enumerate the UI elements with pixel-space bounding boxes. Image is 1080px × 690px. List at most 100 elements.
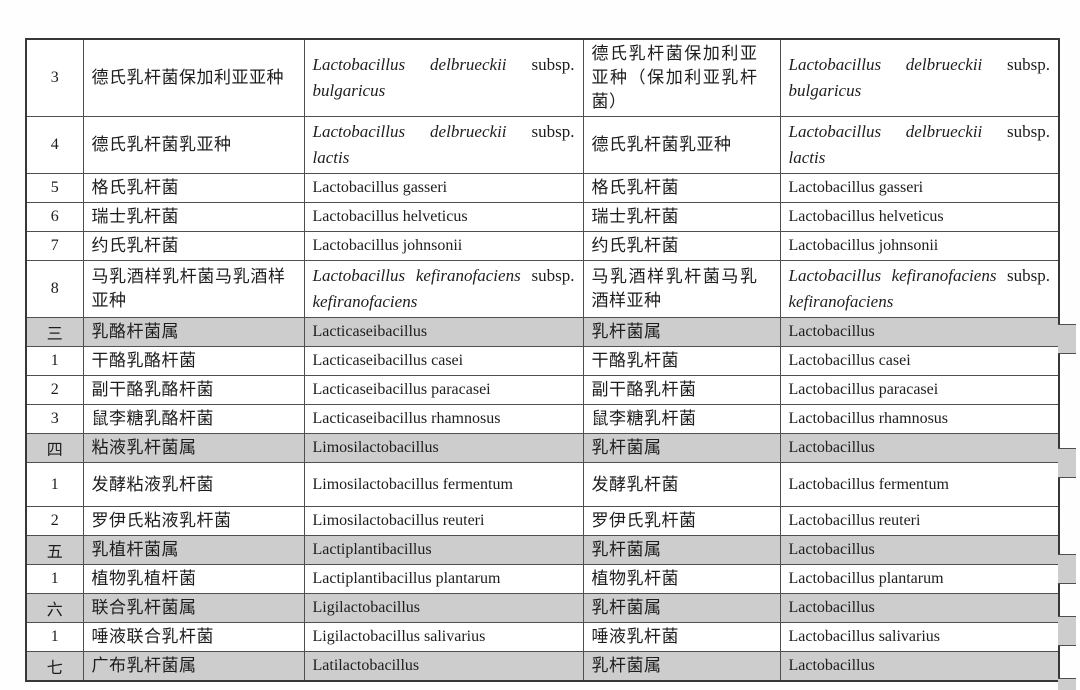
index-cell: 七: [25, 651, 84, 682]
section-row-shading-bleed: [1058, 554, 1076, 584]
name-cn-cell: 植物乳植杆菌: [82, 564, 305, 594]
scientific-name-text: Lactobacillus kefiranofaciens subsp. kefira…: [312, 266, 575, 311]
old-name-cn-cell: 乳杆菌属: [582, 317, 781, 347]
old-name-latin-cell: Lactobacillus: [779, 433, 1060, 463]
chinese-name-text: 乳杆菌属: [591, 438, 662, 457]
name-cn-cell: 格氏乳杆菌: [82, 173, 305, 203]
old-name-latin-cell: Lactobacillus delbrueckii subsp. lactis: [779, 116, 1060, 174]
old-name-cn-cell: 约氏乳杆菌: [582, 231, 781, 261]
lactobacillus-species-table: 3 德氏乳杆菌保加利亚亚种 Lactobacillus delbrueckii subs…: [25, 38, 1076, 690]
chinese-name-text: 德氏乳杆菌乳亚种: [91, 135, 232, 154]
chinese-name-text: 粘液乳杆菌属: [91, 438, 197, 457]
chinese-name-text: 联合乳杆菌属: [91, 598, 197, 617]
old-name-cn-cell: 鼠李糖乳杆菌: [582, 404, 781, 434]
name-cn-cell: 联合乳杆菌属: [82, 593, 305, 623]
old-name-cn-cell: 乳杆菌属: [582, 651, 781, 682]
old-name-cn-cell: 副干酪乳杆菌: [582, 375, 781, 405]
species-row: 8 马乳酒样乳杆菌马乳酒样亚种 Lactobacillus kefiranofacie…: [25, 260, 1060, 318]
chinese-name-text: 广布乳杆菌属: [91, 656, 197, 675]
old-name-latin-cell: Lactobacillus: [779, 651, 1060, 682]
index-cell: 4: [25, 116, 84, 174]
species-row: 1 植物乳植杆菌 Lactiplantibacillus plantarum 植物乳杆…: [25, 564, 1060, 594]
index-cell: 8: [25, 260, 84, 318]
chinese-name-text: 约氏乳杆菌: [91, 236, 179, 255]
chinese-name-text: 乳杆菌属: [591, 322, 662, 341]
scientific-name-text: Lactobacillus kefiranofaciens subsp. kefira…: [788, 266, 1050, 311]
index-cell: 五: [25, 535, 84, 565]
old-name-latin-cell: Lactobacillus salivarius: [779, 622, 1060, 652]
old-name-latin-cell: Lactobacillus: [779, 593, 1060, 623]
chinese-name-text: 格氏乳杆菌: [591, 178, 679, 197]
name-cn-cell: 乳植杆菌属: [82, 535, 305, 565]
name-latin-cell: Lactiplantibacillus: [303, 535, 584, 565]
name-cn-cell: 德氏乳杆菌乳亚种: [82, 116, 305, 174]
name-latin-cell: Lactobacillus kefiranofaciens subsp. kefira…: [303, 260, 584, 318]
species-row: 3 鼠李糖乳酪杆菌 Lacticaseibacillus rhamnosus 鼠李糖乳…: [25, 404, 1060, 434]
index-cell: 3: [25, 404, 84, 434]
old-name-cn-cell: 马乳酒样乳杆菌马乳酒样亚种: [582, 260, 781, 318]
old-name-latin-cell: Lactobacillus kefiranofaciens subsp. kefira…: [779, 260, 1060, 318]
name-cn-cell: 乳酪杆菌属: [82, 317, 305, 347]
old-name-latin-cell: Lactobacillus paracasei: [779, 375, 1060, 405]
genus-section-row: 六联合乳杆菌属 Ligilactobacillus 乳杆菌属 Lactobacillu…: [25, 593, 1060, 623]
chinese-name-text: 乳杆菌属: [591, 656, 662, 675]
chinese-name-text: 德氏乳杆菌乳亚种: [591, 135, 732, 154]
name-cn-cell: 约氏乳杆菌: [82, 231, 305, 261]
scientific-name-text: Lactobacillus delbrueckii subsp. lactis: [312, 122, 575, 167]
old-name-latin-cell: Lactobacillus rhamnosus: [779, 404, 1060, 434]
chinese-name-text: 副干酪乳杆菌: [591, 380, 697, 399]
chinese-name-text: 乳杆菌属: [591, 540, 662, 559]
index-cell: 2: [25, 506, 84, 536]
chinese-name-text: 唾液乳杆菌: [591, 627, 679, 646]
old-name-cn-cell: 乳杆菌属: [582, 593, 781, 623]
index-cell: 1: [25, 462, 84, 507]
name-cn-cell: 唾液联合乳杆菌: [82, 622, 305, 652]
chinese-name-text: 植物乳杆菌: [591, 569, 679, 588]
name-latin-cell: Lactobacillus helveticus: [303, 202, 584, 232]
chinese-name-text: 乳杆菌属: [591, 598, 662, 617]
chinese-name-text: 瑞士乳杆菌: [91, 207, 179, 226]
name-latin-cell: Ligilactobacillus salivarius: [303, 622, 584, 652]
species-row: 6 瑞士乳杆菌 Lactobacillus helveticus 瑞士乳杆菌 Lacto…: [25, 202, 1060, 232]
chinese-name-text: 约氏乳杆菌: [591, 236, 679, 255]
species-name-table: 3 德氏乳杆菌保加利亚亚种 Lactobacillus delbrueckii subs…: [25, 38, 1060, 682]
index-cell: 5: [25, 173, 84, 203]
species-row: 1 发酵粘液乳杆菌 Limosilactobacillus fermentum 发酵乳…: [25, 462, 1060, 507]
index-cell: 2: [25, 375, 84, 405]
chinese-name-text: 罗伊氏乳杆菌: [591, 511, 697, 530]
name-latin-cell: Limosilactobacillus fermentum: [303, 462, 584, 507]
chinese-name-text: 马乳酒样乳杆菌马乳酒样亚种: [91, 267, 286, 310]
old-name-cn-cell: 罗伊氏乳杆菌: [582, 506, 781, 536]
index-cell: 三: [25, 317, 84, 347]
section-row-shading-bleed: [1058, 324, 1076, 354]
chinese-name-text: 罗伊氏粘液乳杆菌: [91, 511, 232, 530]
chinese-name-text: 德氏乳杆菌保加利亚亚种（保加利亚乳杆菌）: [591, 44, 758, 111]
table-body: 3 德氏乳杆菌保加利亚亚种 Lactobacillus delbrueckii subs…: [25, 38, 1060, 682]
species-row: 1 唾液联合乳杆菌 Ligilactobacillus salivarius 唾液乳杆…: [25, 622, 1060, 652]
old-name-cn-cell: 唾液乳杆菌: [582, 622, 781, 652]
old-name-cn-cell: 植物乳杆菌: [582, 564, 781, 594]
section-row-shading-bleed: [1058, 448, 1076, 478]
old-name-latin-cell: Lactobacillus reuteri: [779, 506, 1060, 536]
name-latin-cell: Lactobacillus delbrueckii subsp. lactis: [303, 116, 584, 174]
name-cn-cell: 马乳酒样乳杆菌马乳酒样亚种: [82, 260, 305, 318]
genus-section-row: 五乳植杆菌属 Lactiplantibacillus 乳杆菌属 Lactobacill…: [25, 535, 1060, 565]
species-row: 1 干酪乳酪杆菌 Lacticaseibacillus casei 干酪乳杆菌 Lact…: [25, 346, 1060, 376]
chinese-name-text: 格氏乳杆菌: [91, 178, 179, 197]
species-row: 5 格氏乳杆菌 Lactobacillus gasseri 格氏乳杆菌 Lactobac…: [25, 173, 1060, 203]
name-cn-cell: 瑞士乳杆菌: [82, 202, 305, 232]
scientific-name-text: Lactobacillus delbrueckii subsp. bulgaricus: [312, 55, 575, 100]
name-latin-cell: Lactobacillus delbrueckii subsp. bulgaricus: [303, 38, 584, 117]
section-row-shading-bleed: [1058, 616, 1076, 646]
old-name-cn-cell: 德氏乳杆菌乳亚种: [582, 116, 781, 174]
chinese-name-text: 瑞士乳杆菌: [591, 207, 679, 226]
chinese-name-text: 德氏乳杆菌保加利亚亚种: [91, 68, 284, 87]
name-latin-cell: Lactobacillus gasseri: [303, 173, 584, 203]
name-cn-cell: 副干酪乳酪杆菌: [82, 375, 305, 405]
scientific-name-text: Lactobacillus delbrueckii subsp. lactis: [788, 122, 1050, 167]
old-name-latin-cell: Lactobacillus johnsonii: [779, 231, 1060, 261]
old-name-cn-cell: 格氏乳杆菌: [582, 173, 781, 203]
genus-section-row: 四粘液乳杆菌属 Limosilactobacillus 乳杆菌属 Lactobacil…: [25, 433, 1060, 463]
species-row: 7 约氏乳杆菌 Lactobacillus johnsonii 约氏乳杆菌 Lactob…: [25, 231, 1060, 261]
chinese-name-text: 干酪乳杆菌: [591, 351, 679, 370]
